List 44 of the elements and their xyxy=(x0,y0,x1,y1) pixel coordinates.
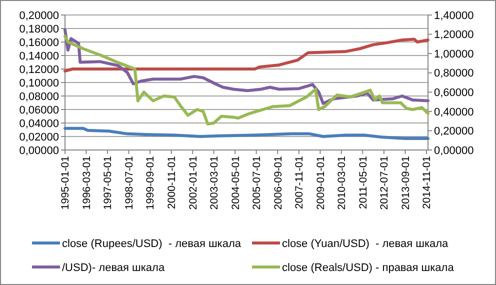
y-tick-label: 0,18000 xyxy=(19,23,59,36)
x-tick-label: 2009-01-01 xyxy=(314,156,327,210)
y-tick-label: 0,00000 xyxy=(19,144,59,157)
x-tick-label: 2013-09-01 xyxy=(400,156,412,210)
x-tick-label: 2004-05-01 xyxy=(230,156,242,210)
x-tick-label: 2000-11-01 xyxy=(166,156,178,209)
x-tick-label: 1996-03-01 xyxy=(80,156,93,210)
y-tick-label: 0,06000 xyxy=(19,104,59,116)
x-tick-label: 2002-01-01 xyxy=(187,156,200,210)
legend-label: close (Yuan/USD) - левая шкала xyxy=(282,238,450,250)
line-series xyxy=(64,34,430,126)
x-tick-label: 2010-03-01 xyxy=(336,156,348,210)
y-tick-label: 0,20000 xyxy=(19,10,59,22)
legend-label: close (Reals/USD) - правая шкала xyxy=(282,262,455,274)
x-tick-label: 2003-03-01 xyxy=(208,156,220,210)
y-tick-label: 0,04000 xyxy=(19,118,59,130)
y2-tick-label: 0,80000 xyxy=(434,68,474,80)
x-tick-label: 2005-07-01 xyxy=(251,156,264,210)
y-tick-label: 0,14000 xyxy=(19,50,59,62)
x-tick-label: 1997-05-01 xyxy=(102,156,114,210)
y-tick-label: 0,16000 xyxy=(19,36,59,49)
x-tick-label: 2014-11-01 xyxy=(421,156,434,209)
y2-tick-label: 0,00000 xyxy=(434,144,474,157)
y2-tick-label: 0,60000 xyxy=(434,86,474,99)
x-tick-label: 2006-09-01 xyxy=(272,156,284,210)
y-tick-label: 0,12000 xyxy=(19,64,59,76)
x-tick-label: 1998-07-01 xyxy=(123,156,136,210)
y2-tick-label: 1,00000 xyxy=(434,48,474,60)
y2-tick-label: 1,20000 xyxy=(434,29,474,42)
x-tick-label: 2011-05-01 xyxy=(357,156,370,209)
x-tick-label: 1995-01-01 xyxy=(60,156,72,210)
x-tick-label: 2007-11-01 xyxy=(294,156,306,209)
y2-tick-label: 0,40000 xyxy=(434,106,474,118)
line-series xyxy=(64,126,430,140)
y2-tick-label: 1,40000 xyxy=(434,10,474,22)
y-tick-label: 0,08000 xyxy=(19,90,59,103)
y-tick-label: 0,02000 xyxy=(19,131,59,144)
x-tick-label: 1999-09-01 xyxy=(144,156,157,210)
x-tick-label: 2012-07-01 xyxy=(378,156,391,210)
y-tick-label: 0,10000 xyxy=(19,77,59,90)
legend-label: /USD)- левая шкала xyxy=(62,262,166,274)
legend-label: close (Rupees/USD) - левая шкала xyxy=(62,238,242,250)
line-series xyxy=(64,38,430,73)
y2-tick-label: 0,20000 xyxy=(434,126,474,138)
